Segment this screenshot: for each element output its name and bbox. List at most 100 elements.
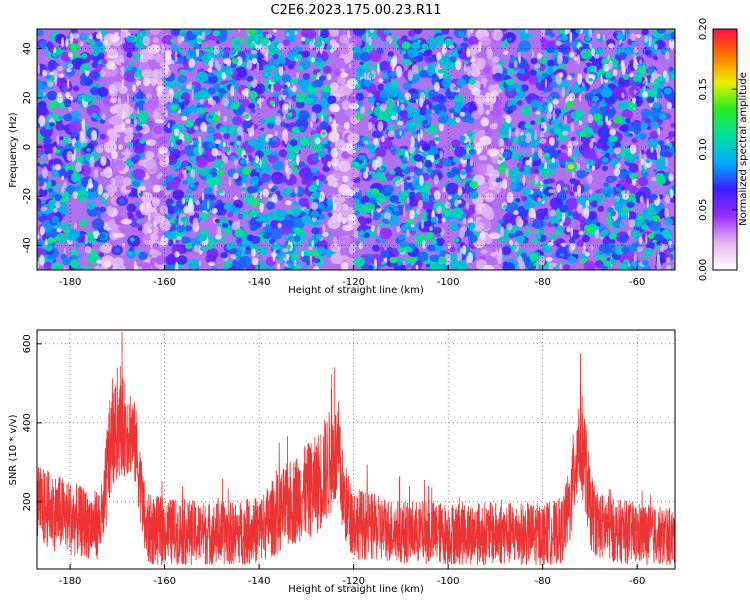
heatmap-core [383,29,390,35]
heatmap-streak [462,217,467,225]
heatmap-blob [602,189,607,194]
heatmap-streak [613,168,621,177]
heatmap-streak [329,103,340,113]
heatmap-blob [601,165,608,172]
heatmap-blob [261,173,269,180]
heatmap-core [524,122,532,129]
heatmap-streak [424,65,428,71]
heatmap-streak [606,120,612,126]
heatmap-core [655,174,664,182]
heatmap-blob [337,236,351,249]
heatmap-blob [622,74,630,80]
heatmap-blob [106,191,114,198]
heatmap-blob [194,181,199,186]
heatmap-streak [99,69,106,77]
heatmap-blob [272,151,277,156]
heatmap-streak [607,54,610,61]
heatmap-streak [145,93,152,99]
heatmap-core [663,87,673,95]
heatmap-core [181,236,191,244]
heatmap-streak [344,121,350,130]
heatmap-blob [125,185,132,191]
heatmap-core [58,115,64,120]
heatmap-core [69,43,79,52]
heatmap-blob [620,124,629,132]
heatmap-streak [622,193,629,200]
heatmap-streak [341,262,349,270]
heatmap-streak [251,58,258,65]
heatmap-streak [379,103,387,112]
snr-x-ticks: -180 -160 -140 -120 -100 -80 -60 [59,564,645,587]
heatmap-streak [222,96,229,107]
heatmap-y-tick-label: 20 [22,91,33,104]
heatmap-streak [288,99,291,111]
heatmap-streak [548,189,556,194]
heatmap-streak [404,92,411,101]
heatmap-core [540,242,549,250]
heatmap-blob [493,187,501,194]
heatmap-blob [153,125,163,135]
heatmap-core [49,122,55,127]
heatmap-streak [275,115,281,126]
heatmap-blob [99,133,107,140]
heatmap-core [289,139,298,147]
heatmap-blob [123,41,136,53]
heatmap-blob [486,58,493,64]
heatmap-core [522,165,531,173]
heatmap-core [64,102,70,108]
heatmap-blob [658,140,665,146]
heatmap-blob [269,238,276,245]
heatmap-core [222,267,229,270]
heatmap-blob [222,53,230,60]
heatmap-blob [171,244,184,255]
heatmap-blob [145,159,157,170]
heatmap-blob [298,78,310,88]
heatmap-blob [414,167,424,176]
heatmap-core [355,84,361,89]
heatmap-blob [458,31,465,37]
heatmap-core [294,227,302,234]
heatmap-core [457,49,463,55]
heatmap-streak [223,115,228,123]
heatmap-streak [368,36,372,46]
heatmap-streak [183,205,190,214]
heatmap-blob [601,265,608,270]
heatmap-blob [281,74,291,83]
heatmap-blob [352,29,366,36]
heatmap-streak [363,140,369,145]
heatmap-streak [318,29,321,36]
heatmap-blob [349,124,359,134]
heatmap-core [191,159,197,164]
heatmap-core [276,249,281,254]
heatmap-blob [456,223,462,228]
heatmap-core [270,65,276,71]
heatmap-streak [518,56,521,64]
heatmap-blob [502,262,515,270]
heatmap-streak [653,69,657,79]
heatmap-streak [629,144,637,155]
heatmap-streak [53,207,58,213]
heatmap-core [421,119,429,125]
heatmap-blob [453,94,465,105]
heatmap-blob [625,118,631,123]
heatmap-streak [301,250,304,258]
heatmap-blob [140,82,154,95]
heatmap-blob [402,82,412,91]
snr-x-tick-label: -80 [535,576,551,587]
heatmap-x-ticks: -180 -160 -140 -120 -100 -80 -60 [59,265,645,288]
heatmap-streak [522,175,526,187]
heatmap-streak [282,248,289,253]
heatmap-blob [576,239,585,247]
heatmap-streak [524,29,529,34]
heatmap-blob [242,209,249,215]
heatmap-streak [318,191,325,203]
heatmap-core [288,89,292,93]
snr-x-tick-label: -120 [342,576,365,587]
heatmap-streak [236,140,241,146]
heatmap-blob [613,244,625,255]
heatmap-core [449,108,456,114]
heatmap-core [511,153,520,161]
heatmap-core [183,134,190,140]
heatmap-blob [56,232,68,244]
heatmap-core [601,157,609,163]
